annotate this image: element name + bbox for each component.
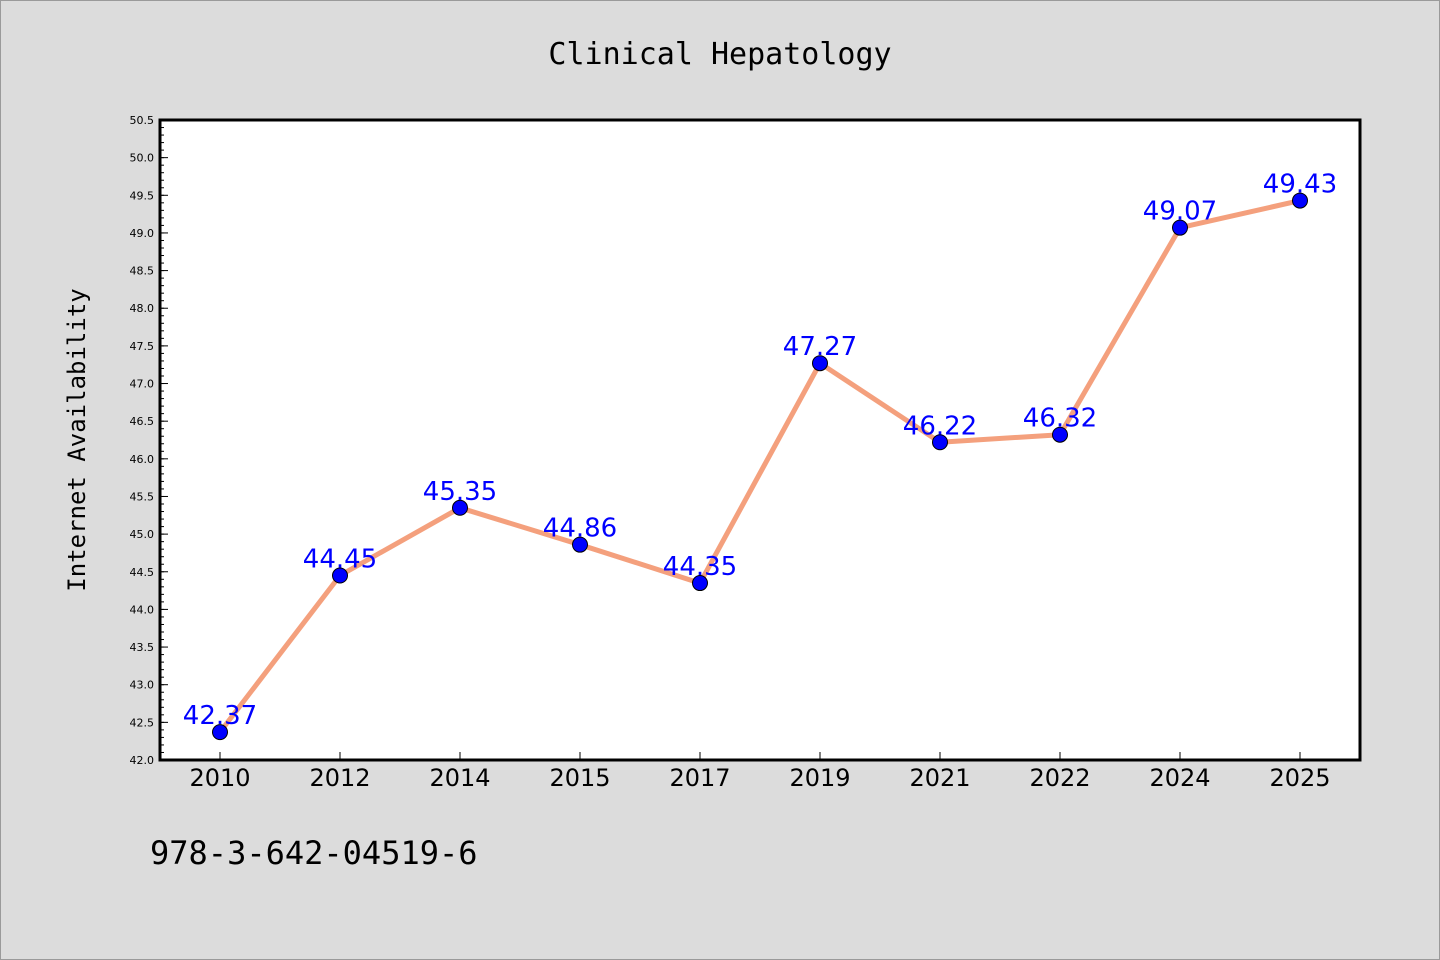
data-series [212, 192, 1308, 741]
data-label: 46.22 [903, 411, 977, 441]
x-tick-label: 2010 [189, 764, 250, 792]
x-axis-ticks: 2010 2012 2014 2015 2017 2019 2021 2022 2024 2025 [189, 752, 1331, 792]
x-tick-label: 2022 [1029, 764, 1090, 792]
series-line [218, 198, 1301, 734]
data-point [1172, 219, 1188, 236]
x-tick-label: 2024 [1149, 764, 1210, 792]
x-tick-label: 2025 [1269, 764, 1330, 792]
y-tick-label: 46.5 [130, 415, 155, 428]
data-point [212, 724, 228, 741]
plot-border [158, 118, 1362, 762]
y-tick-label: 45.0 [130, 528, 155, 541]
y-tick-label: 46.0 [130, 453, 155, 466]
data-point [692, 575, 708, 592]
y-tick-label: 45.5 [130, 490, 155, 503]
y-tick-label: 48.0 [130, 302, 155, 315]
y-axis-label: Internet Availability [63, 288, 91, 591]
x-tick-label: 2019 [789, 764, 850, 792]
x-tick-label: 2012 [309, 764, 370, 792]
y-tick-label: 49.0 [130, 227, 155, 240]
y-tick-label: 48.5 [130, 265, 155, 278]
data-point [812, 355, 828, 372]
y-tick-label: 49.5 [130, 189, 155, 202]
data-label: 45.35 [423, 477, 497, 507]
data-label: 49.07 [1143, 197, 1217, 227]
data-label: 46.32 [1023, 404, 1097, 434]
data-label: 44.35 [663, 552, 737, 582]
chart-title: Clinical Hepatology [548, 37, 891, 72]
footer-code: 978-3-642-04519-6 [150, 834, 478, 872]
data-point [332, 567, 348, 584]
data-point [932, 434, 948, 451]
plot-area [160, 120, 1360, 760]
data-label: 44.86 [543, 514, 617, 544]
y-tick-label: 50.5 [130, 114, 155, 127]
y-tick-label: 44.0 [130, 603, 155, 616]
y-tick-label: 50.0 [130, 152, 155, 165]
x-tick-label: 2017 [669, 764, 730, 792]
y-tick-label: 42.0 [130, 754, 155, 767]
x-tick-label: 2021 [909, 764, 970, 792]
data-label: 49.43 [1263, 170, 1337, 200]
data-labels: 42.37 44.45 45.35 44.86 44.35 47.27 46.22 46.32… [183, 170, 1337, 732]
y-tick-label: 44.5 [130, 566, 155, 579]
y-tick-label: 42.5 [130, 716, 155, 729]
x-tick-label: 2015 [549, 764, 610, 792]
y-tick-label: 43.0 [130, 679, 155, 692]
data-point [1292, 192, 1308, 209]
x-tick-label: 2014 [429, 764, 490, 792]
data-point [572, 536, 588, 553]
data-label: 44.45 [303, 545, 377, 575]
y-tick-label: 47.5 [130, 340, 155, 353]
data-label: 42.37 [183, 701, 257, 731]
y-tick-label: 47.0 [130, 378, 155, 391]
data-label: 47.27 [783, 332, 857, 362]
data-point [452, 499, 468, 516]
data-point [1052, 426, 1068, 443]
y-tick-label: 43.5 [130, 641, 155, 654]
